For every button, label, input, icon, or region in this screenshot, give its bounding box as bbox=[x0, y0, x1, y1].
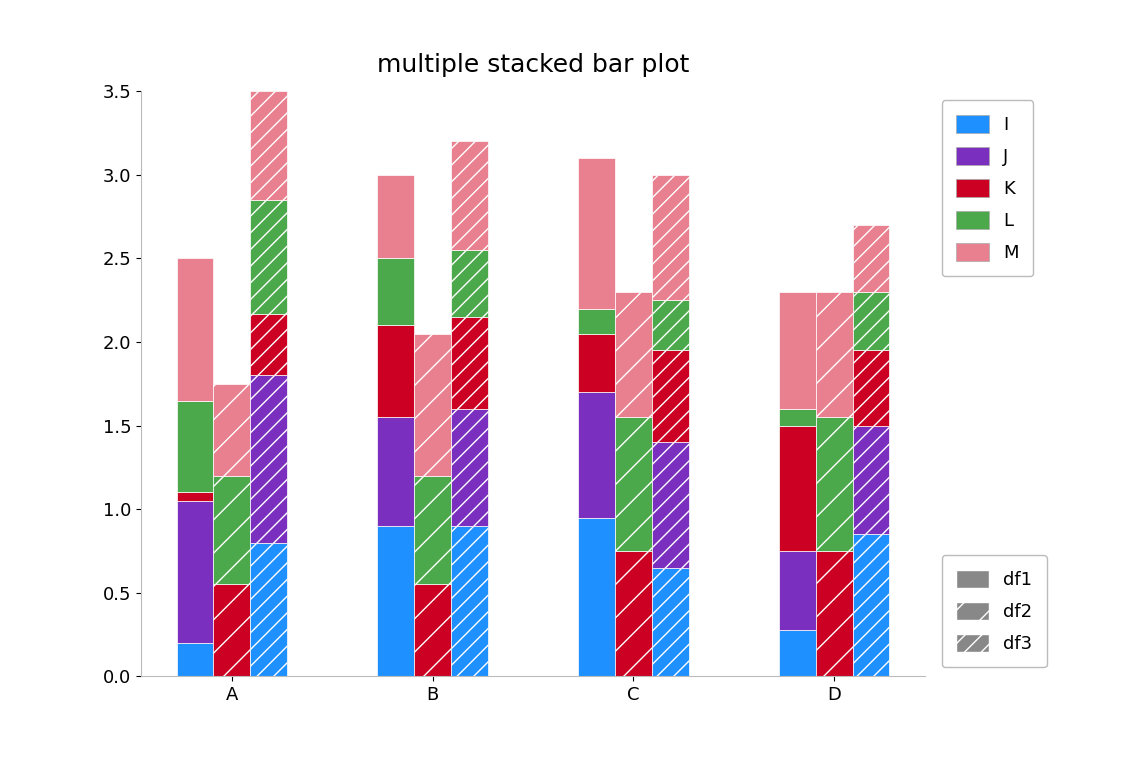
Bar bbox=[451, 526, 487, 676]
Bar bbox=[816, 292, 853, 417]
Bar bbox=[579, 334, 615, 392]
Bar bbox=[451, 141, 487, 250]
Bar bbox=[414, 334, 451, 476]
Bar bbox=[414, 584, 451, 676]
Bar bbox=[213, 384, 250, 476]
Bar bbox=[250, 200, 287, 314]
Bar bbox=[652, 175, 688, 300]
Bar bbox=[451, 250, 487, 317]
Bar bbox=[451, 409, 487, 526]
Bar bbox=[250, 375, 287, 543]
Bar bbox=[779, 426, 816, 551]
Bar bbox=[177, 258, 213, 401]
Bar bbox=[652, 300, 688, 350]
Bar bbox=[853, 350, 889, 426]
Bar bbox=[579, 518, 615, 676]
Bar bbox=[816, 417, 853, 551]
Bar bbox=[378, 417, 414, 526]
Bar bbox=[250, 314, 287, 375]
Bar bbox=[579, 392, 615, 518]
Bar bbox=[652, 568, 688, 676]
Bar bbox=[177, 401, 213, 492]
Bar bbox=[250, 91, 287, 200]
Bar bbox=[853, 534, 889, 676]
Bar bbox=[378, 258, 414, 325]
Bar bbox=[378, 175, 414, 258]
Bar bbox=[177, 501, 213, 643]
Bar bbox=[177, 643, 213, 676]
Bar bbox=[579, 158, 615, 309]
Title: multiple stacked bar plot: multiple stacked bar plot bbox=[377, 52, 689, 77]
Bar bbox=[378, 325, 414, 417]
Bar bbox=[779, 551, 816, 629]
Bar bbox=[853, 225, 889, 292]
Bar bbox=[213, 584, 250, 676]
Bar bbox=[414, 476, 451, 584]
Bar bbox=[853, 426, 889, 534]
Bar bbox=[250, 543, 287, 676]
Bar bbox=[378, 526, 414, 676]
Bar bbox=[213, 476, 250, 584]
Bar bbox=[652, 350, 688, 442]
Bar bbox=[853, 292, 889, 350]
Bar bbox=[779, 292, 816, 409]
Bar bbox=[615, 417, 652, 551]
Bar bbox=[451, 317, 487, 409]
Bar bbox=[779, 629, 816, 676]
Bar bbox=[652, 442, 688, 568]
Bar bbox=[816, 551, 853, 676]
Bar bbox=[579, 309, 615, 334]
Bar bbox=[615, 551, 652, 676]
Bar bbox=[779, 409, 816, 426]
Bar bbox=[177, 492, 213, 501]
Legend: df1, df2, df3: df1, df2, df3 bbox=[942, 555, 1047, 667]
Bar bbox=[615, 292, 652, 417]
